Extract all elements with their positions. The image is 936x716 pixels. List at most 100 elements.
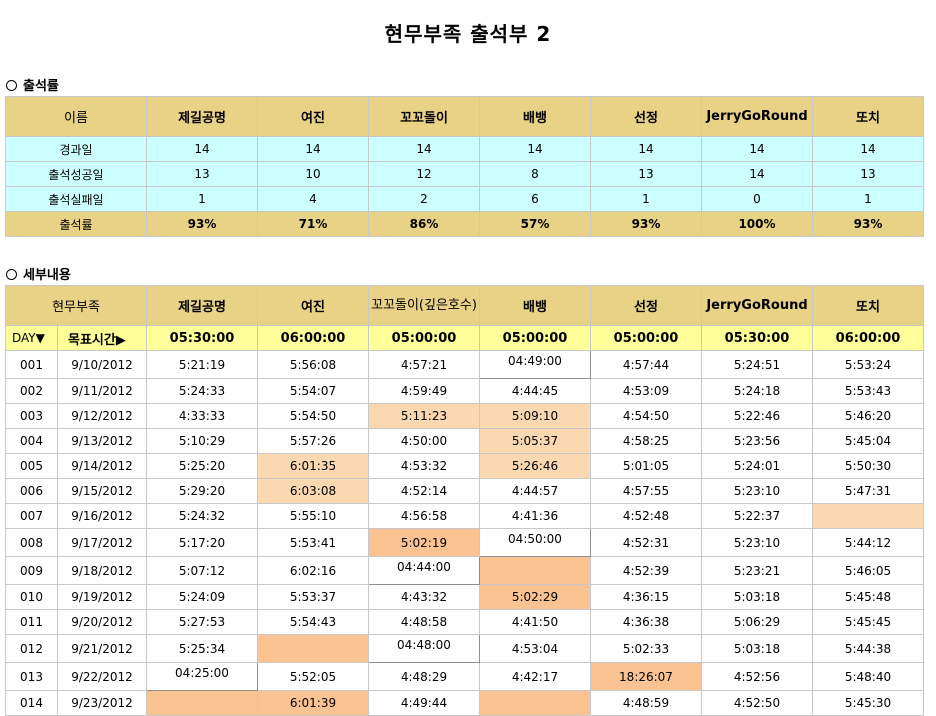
day-number: 014 bbox=[5, 690, 58, 716]
check-in-time: 4:52:39 bbox=[590, 556, 702, 585]
table-row: 008 9/17/2012 5:17:20 5:53:41 5:02:19 04:50:0… bbox=[5, 528, 924, 557]
check-in-time: 4:58:25 bbox=[590, 428, 702, 454]
check-in-time: 5:54:43 bbox=[257, 609, 369, 635]
rate-cell: 57% bbox=[479, 211, 591, 237]
check-in-time: 04:49:00 bbox=[479, 350, 591, 379]
summary-cell: 6 bbox=[479, 186, 591, 212]
row-label: 경과일 bbox=[5, 136, 147, 162]
check-in-time: 5:57:26 bbox=[257, 428, 369, 454]
table-row: 013 9/22/2012 04:25:00 5:52:05 4:48:29 4:42:1… bbox=[5, 662, 924, 691]
day-number: 012 bbox=[5, 634, 58, 663]
check-in-time: 5:07:12 bbox=[146, 556, 258, 585]
date-cell: 9/11/2012 bbox=[57, 378, 147, 404]
day-number: 002 bbox=[5, 378, 58, 404]
check-in-time: 5:09:10 bbox=[479, 403, 591, 429]
target-time: 05:00:00 bbox=[368, 325, 480, 351]
check-in-time: 4:48:29 bbox=[368, 662, 480, 691]
target-time-row: DAY▼ 목표시간▶ 05:30:00 06:00:00 05:00:00 05… bbox=[5, 325, 924, 351]
date-cell: 9/23/2012 bbox=[57, 690, 147, 716]
check-in-time: 4:41:50 bbox=[479, 609, 591, 635]
detail-section-label: 세부내용 bbox=[23, 268, 71, 283]
check-in-time: 5:44:38 bbox=[812, 634, 924, 663]
failure-days-row: 출석실패일 1 4 2 6 1 0 1 bbox=[5, 186, 924, 212]
success-days-row: 출석성공일 13 10 12 8 13 14 13 bbox=[5, 161, 924, 187]
table-row: 009 9/18/2012 5:07:12 6:02:16 04:44:00 4:52:3… bbox=[5, 556, 924, 585]
check-in-time: 5:52:05 bbox=[257, 662, 369, 691]
check-in-time: 5:27:53 bbox=[146, 609, 258, 635]
target-time-label: 목표시간▶ bbox=[57, 325, 147, 351]
check-in-time: 4:59:49 bbox=[368, 378, 480, 404]
check-in-time: 4:54:50 bbox=[590, 403, 702, 429]
summary-cell: 14 bbox=[368, 136, 480, 162]
check-in-time: 5:11:23 bbox=[368, 403, 480, 429]
date-cell: 9/17/2012 bbox=[57, 528, 147, 557]
check-in-time: 4:56:58 bbox=[368, 503, 480, 529]
check-in-time: 4:53:04 bbox=[479, 634, 591, 663]
summary-cell: 14 bbox=[701, 161, 813, 187]
date-cell: 9/12/2012 bbox=[57, 403, 147, 429]
check-in-time bbox=[812, 503, 924, 529]
check-in-time: 5:17:20 bbox=[146, 528, 258, 557]
check-in-time: 4:43:32 bbox=[368, 584, 480, 610]
day-number: 001 bbox=[5, 350, 58, 379]
check-in-time: 4:44:57 bbox=[479, 478, 591, 504]
date-cell: 9/20/2012 bbox=[57, 609, 147, 635]
member-name: 배뱅 bbox=[479, 96, 591, 137]
check-in-time: 6:01:39 bbox=[257, 690, 369, 716]
check-in-time: 5:53:37 bbox=[257, 584, 369, 610]
member-name: JerryGoRound bbox=[701, 285, 813, 326]
day-number: 004 bbox=[5, 428, 58, 454]
detail-header-row: 현무부족 제길공명 여진 꼬꼬돌이(깊은호수) 배뱅 선정 JerryGoRou… bbox=[5, 285, 924, 326]
target-time: 06:00:00 bbox=[257, 325, 369, 351]
check-in-time: 5:02:33 bbox=[590, 634, 702, 663]
date-cell: 9/16/2012 bbox=[57, 503, 147, 529]
check-in-time: 4:53:09 bbox=[590, 378, 702, 404]
summary-cell: 13 bbox=[812, 161, 924, 187]
check-in-time: 5:25:34 bbox=[146, 634, 258, 663]
check-in-time: 5:54:50 bbox=[257, 403, 369, 429]
page-title: 현무부족 출석부 2 bbox=[384, 22, 552, 46]
elapsed-days-row: 경과일 14 14 14 14 14 14 14 bbox=[5, 136, 924, 162]
member-name: 꼬꼬돌이(깊은호수) bbox=[368, 285, 480, 326]
check-in-time: 5:56:08 bbox=[257, 350, 369, 379]
date-cell: 9/14/2012 bbox=[57, 453, 147, 479]
check-in-time: 4:57:44 bbox=[590, 350, 702, 379]
check-in-time: 5:48:40 bbox=[812, 662, 924, 691]
check-in-time: 5:55:10 bbox=[257, 503, 369, 529]
check-in-time: 5:46:20 bbox=[812, 403, 924, 429]
member-name: 또치 bbox=[812, 96, 924, 137]
summary-cell: 14 bbox=[812, 136, 924, 162]
check-in-time: 5:23:10 bbox=[701, 528, 813, 557]
date-cell: 9/18/2012 bbox=[57, 556, 147, 585]
day-number: 010 bbox=[5, 584, 58, 610]
check-in-time: 5:53:41 bbox=[257, 528, 369, 557]
table-row: 007 9/16/2012 5:24:32 5:55:10 4:56:58 4:41:36… bbox=[5, 503, 924, 529]
rate-cell: 86% bbox=[368, 211, 480, 237]
member-name: 선정 bbox=[590, 96, 702, 137]
check-in-time: 5:02:29 bbox=[479, 584, 591, 610]
check-in-time: 5:53:43 bbox=[812, 378, 924, 404]
summary-cell: 14 bbox=[590, 136, 702, 162]
summary-cell: 1 bbox=[590, 186, 702, 212]
day-sort-header[interactable]: DAY▼ bbox=[5, 325, 58, 351]
check-in-time: 4:52:50 bbox=[701, 690, 813, 716]
summary-section-heading: 출석률 bbox=[6, 75, 59, 94]
summary-cell: 8 bbox=[479, 161, 591, 187]
member-name: 배뱅 bbox=[479, 285, 591, 326]
check-in-time: 4:49:44 bbox=[368, 690, 480, 716]
summary-cell: 1 bbox=[146, 186, 258, 212]
check-in-time: 5:45:30 bbox=[812, 690, 924, 716]
member-name: 제길공명 bbox=[146, 285, 258, 326]
check-in-time: 04:50:00 bbox=[479, 528, 591, 557]
check-in-time: 4:52:14 bbox=[368, 478, 480, 504]
rate-cell: 100% bbox=[701, 211, 813, 237]
check-in-time: 5:53:24 bbox=[812, 350, 924, 379]
summary-cell: 10 bbox=[257, 161, 369, 187]
table-row: 002 9/11/2012 5:24:33 5:54:07 4:59:49 4:44:45… bbox=[5, 378, 924, 404]
check-in-time: 5:45:48 bbox=[812, 584, 924, 610]
check-in-time: 5:01:05 bbox=[590, 453, 702, 479]
day-number: 011 bbox=[5, 609, 58, 635]
target-time: 05:00:00 bbox=[479, 325, 591, 351]
check-in-time bbox=[146, 690, 258, 716]
check-in-time: 4:33:33 bbox=[146, 403, 258, 429]
